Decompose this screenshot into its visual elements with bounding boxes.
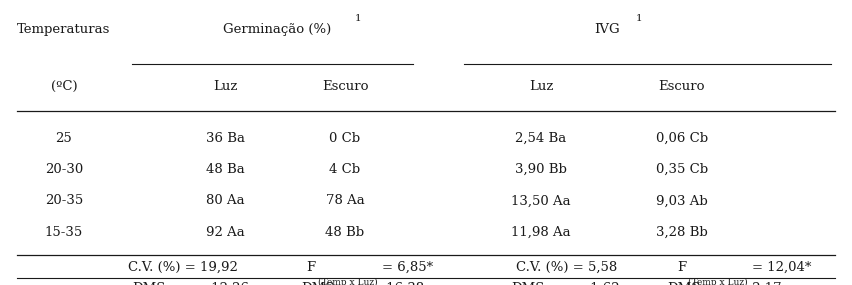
Text: DMS: DMS <box>132 282 165 285</box>
Text: = 12,04*: = 12,04* <box>752 260 812 274</box>
Text: 15-35: 15-35 <box>45 226 83 239</box>
Text: 48 Bb: 48 Bb <box>325 226 365 239</box>
Text: DMS: DMS <box>511 282 544 285</box>
Text: = 6,85*: = 6,85* <box>382 260 433 274</box>
Text: 1: 1 <box>354 14 361 23</box>
Text: 0,06 Cb: 0,06 Cb <box>655 132 708 145</box>
Text: 25: 25 <box>55 132 72 145</box>
Text: 1: 1 <box>636 14 642 23</box>
Text: = 12,26: = 12,26 <box>196 282 249 285</box>
Text: 4 Cb: 4 Cb <box>330 163 360 176</box>
Text: C.V. (%) = 5,58: C.V. (%) = 5,58 <box>516 260 617 274</box>
Text: (Temp x Luz): (Temp x Luz) <box>688 278 748 285</box>
Text: 3,90 Bb: 3,90 Bb <box>515 163 567 176</box>
Text: Germinação (%): Germinação (%) <box>222 23 331 36</box>
Text: Luz: Luz <box>214 80 238 93</box>
Text: DMS: DMS <box>301 282 334 285</box>
Text: Temperaturas: Temperaturas <box>17 23 111 36</box>
Text: 80 Aa: 80 Aa <box>206 194 245 207</box>
Text: 0,35 Cb: 0,35 Cb <box>655 163 708 176</box>
Text: 36 Ba: 36 Ba <box>206 132 245 145</box>
Text: 2,54 Ba: 2,54 Ba <box>515 132 567 145</box>
Text: (Temp x Luz): (Temp x Luz) <box>318 278 377 285</box>
Text: = 1,62: = 1,62 <box>575 282 619 285</box>
Text: 20-30: 20-30 <box>45 163 83 176</box>
Text: (ºC): (ºC) <box>50 80 78 93</box>
Text: C.V. (%) = 19,92: C.V. (%) = 19,92 <box>129 260 238 274</box>
Text: Luz: Luz <box>529 80 553 93</box>
Text: IVG: IVG <box>594 23 620 36</box>
Text: 11,98 Aa: 11,98 Aa <box>511 226 571 239</box>
Text: = 16,38: = 16,38 <box>371 282 423 285</box>
Text: Escuro: Escuro <box>322 80 368 93</box>
Text: DMS: DMS <box>667 282 700 285</box>
Text: F: F <box>677 260 687 274</box>
Text: 92 Aa: 92 Aa <box>206 226 245 239</box>
Text: 78 Aa: 78 Aa <box>325 194 365 207</box>
Text: 20-35: 20-35 <box>45 194 83 207</box>
Text: 0 Cb: 0 Cb <box>330 132 360 145</box>
Text: 3,28 Bb: 3,28 Bb <box>656 226 707 239</box>
Text: 48 Ba: 48 Ba <box>206 163 245 176</box>
Text: = 2,17: = 2,17 <box>737 282 781 285</box>
Text: F: F <box>307 260 316 274</box>
Text: Escuro: Escuro <box>659 80 705 93</box>
Text: 9,03 Ab: 9,03 Ab <box>656 194 707 207</box>
Text: 13,50 Aa: 13,50 Aa <box>511 194 571 207</box>
